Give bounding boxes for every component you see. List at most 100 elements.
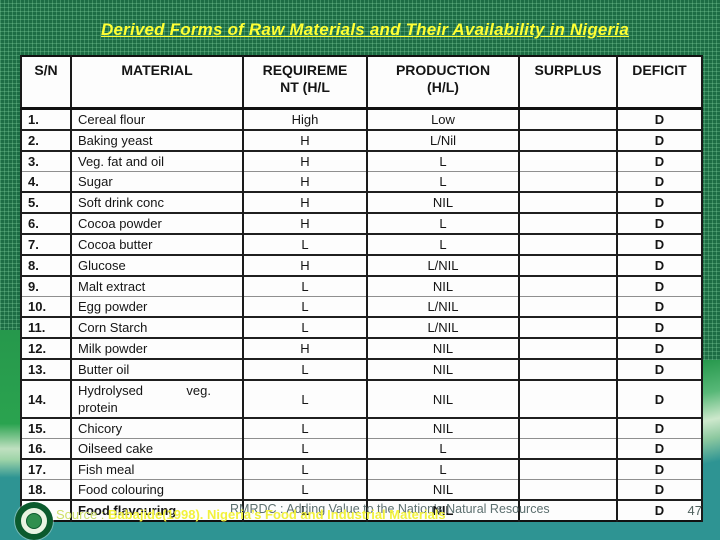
cell-material: Baking yeast: [70, 130, 244, 151]
cell-deficit: D: [616, 500, 703, 521]
cell-surplus: [518, 234, 618, 255]
table-row: 8. Glucose H L/NIL D: [20, 255, 703, 276]
source-label: Source :: [56, 507, 109, 522]
cell-deficit: D: [616, 479, 703, 500]
cell-material: Soft drink conc: [70, 192, 244, 213]
cell-material: Oilseed cake: [70, 438, 244, 459]
cell-surplus: [518, 130, 618, 151]
cell-serial-number: 5.: [20, 192, 72, 213]
col-header-sn: S/N: [20, 56, 72, 110]
cell-material: Cereal flour: [70, 108, 244, 130]
table-row: 1. Cereal flour High Low D: [20, 108, 703, 130]
table-row: 9. Malt extract L NIL D: [20, 276, 703, 297]
materials-availability-table: S/N MATERIAL REQUIREME NT (H/L PRODUCTIO…: [20, 55, 703, 522]
cell-serial-number: 10.: [20, 296, 72, 317]
slide-title: Derived Forms of Raw Materials and Their…: [101, 20, 629, 39]
cell-serial-number: 2.: [20, 130, 72, 151]
cell-production: NIL: [366, 479, 520, 500]
cell-surplus: [518, 151, 618, 172]
cell-production: NIL: [366, 380, 520, 418]
cell-material: Veg. fat and oil: [70, 151, 244, 172]
cell-material: Chicory: [70, 418, 244, 439]
table-row: 11. Corn Starch L L/NIL D: [20, 317, 703, 338]
cell-deficit: D: [616, 338, 703, 359]
cell-deficit: D: [616, 213, 703, 234]
cell-production: L/Nil: [366, 130, 520, 151]
cell-serial-number: 7.: [20, 234, 72, 255]
rmrdc-logo-icon: [15, 502, 53, 540]
col-header-material: MATERIAL: [70, 56, 244, 110]
cell-requirement: High: [242, 108, 368, 130]
cell-surplus: [518, 192, 618, 213]
col-header-requirement: REQUIREME NT (H/L: [242, 56, 368, 110]
cell-production: L/NIL: [366, 255, 520, 276]
cell-production: NIL: [366, 276, 520, 297]
cell-serial-number: 3.: [20, 151, 72, 172]
logo-core: [26, 513, 42, 529]
cell-production: NIL: [366, 338, 520, 359]
cell-surplus: [518, 338, 618, 359]
cell-deficit: D: [616, 108, 703, 130]
cell-requirement: L: [242, 317, 368, 338]
cell-production: NIL: [366, 500, 520, 521]
cell-deficit: D: [616, 192, 703, 213]
cell-surplus: [518, 213, 618, 234]
cell-surplus: [518, 380, 618, 418]
cell-production: L: [366, 459, 520, 480]
cell-material: Food flavouring: [70, 500, 244, 521]
table-row: 6. Cocoa powder H L D: [20, 213, 703, 234]
cell-surplus: [518, 317, 618, 338]
cell-deficit: D: [616, 296, 703, 317]
cell-requirement: H: [242, 338, 368, 359]
source-text: Babajide(1998). Nigeria’s Food and Indus…: [108, 507, 446, 522]
cell-requirement: H: [242, 130, 368, 151]
page-number: 47: [687, 503, 702, 518]
cell-requirement: L: [242, 418, 368, 439]
cell-production: L: [366, 234, 520, 255]
cell-requirement: L: [242, 276, 368, 297]
table-row: 17. Fish meal L L D: [20, 459, 703, 480]
cell-surplus: [518, 276, 618, 297]
cell-production: L: [366, 213, 520, 234]
cell-material: Fish meal: [70, 459, 244, 480]
cell-requirement: L: [242, 296, 368, 317]
cell-serial-number: 11.: [20, 317, 72, 338]
cell-production: Low: [366, 108, 520, 130]
cell-requirement: H: [242, 171, 368, 192]
cell-surplus: [518, 108, 618, 130]
cell-requirement: L: [242, 438, 368, 459]
cell-surplus: [518, 479, 618, 500]
cell-serial-number: 6.: [20, 213, 72, 234]
table-body: 1. Cereal flour High Low D 2. Baking yea…: [20, 108, 703, 521]
cell-requirement: L: [242, 234, 368, 255]
cell-surplus: [518, 359, 618, 380]
cell-material: Cocoa powder: [70, 213, 244, 234]
left-decoration: [0, 330, 20, 510]
cell-deficit: D: [616, 317, 703, 338]
table-row: 16. Oilseed cake L L D: [20, 438, 703, 459]
cell-requirement: H: [242, 213, 368, 234]
cell-material: Egg powder: [70, 296, 244, 317]
cell-material: Corn Starch: [70, 317, 244, 338]
cell-serial-number: 12.: [20, 338, 72, 359]
cell-surplus: [518, 296, 618, 317]
cell-deficit: D: [616, 276, 703, 297]
cell-deficit: D: [616, 380, 703, 418]
cell-deficit: D: [616, 151, 703, 172]
cell-serial-number: 8.: [20, 255, 72, 276]
cell-production: NIL: [366, 418, 520, 439]
cell-serial-number: 1.: [20, 108, 72, 130]
cell-requirement: H: [242, 151, 368, 172]
cell-requirement: H: [242, 255, 368, 276]
col-header-surplus: SURPLUS: [518, 56, 618, 110]
cell-deficit: D: [616, 418, 703, 439]
col-header-production: PRODUCTION (H/L): [366, 56, 520, 110]
source-line: Source : Babajide(1998). Nigeria’s Food …: [56, 507, 446, 522]
cell-requirement: L: [242, 380, 368, 418]
table-row: 10. Egg powder L L/NIL D: [20, 296, 703, 317]
table-row: 7. Cocoa butter L L D: [20, 234, 703, 255]
cell-serial-number: 18.: [20, 479, 72, 500]
cell-serial-number: 14.: [20, 380, 72, 418]
right-decoration: [703, 360, 720, 510]
